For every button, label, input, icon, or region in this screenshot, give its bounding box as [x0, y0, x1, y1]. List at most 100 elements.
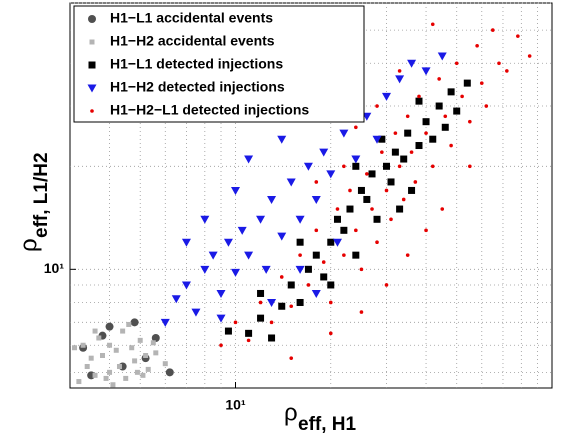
point [351, 155, 361, 164]
point [120, 328, 126, 334]
point [475, 43, 479, 48]
point [88, 355, 94, 361]
point [362, 112, 372, 121]
point [107, 369, 113, 375]
point [311, 289, 321, 298]
point [224, 327, 232, 335]
point [354, 125, 358, 130]
y-label-group: ρ eff, L1/H2 [15, 152, 52, 252]
point [296, 298, 304, 306]
point [421, 67, 431, 76]
point [454, 61, 459, 66]
point [437, 77, 441, 81]
point [304, 265, 312, 273]
point [278, 302, 286, 310]
point [246, 338, 251, 343]
point [208, 251, 218, 260]
point [429, 135, 437, 143]
point [327, 238, 335, 246]
point [269, 320, 274, 325]
point [289, 304, 294, 309]
point [267, 195, 277, 204]
point [181, 281, 191, 290]
x-tick-label: 10¹ [225, 397, 246, 413]
point [191, 308, 201, 317]
point [430, 22, 435, 27]
legend-marker [87, 84, 97, 93]
point [449, 143, 453, 148]
point [150, 340, 156, 346]
point [375, 240, 379, 245]
point [404, 129, 412, 137]
point [143, 352, 149, 358]
legend-label: H1−H2 accidental events [110, 33, 275, 49]
point [137, 337, 143, 343]
point [397, 164, 402, 169]
point [340, 226, 348, 234]
point [335, 207, 340, 211]
point [407, 59, 417, 68]
legend-label: H1−H2 detected injections [110, 79, 285, 95]
point [123, 375, 129, 381]
point [516, 34, 520, 38]
point [237, 226, 247, 235]
legend-marker [88, 61, 96, 69]
point [314, 228, 319, 233]
point [314, 180, 319, 184]
point [110, 382, 116, 388]
point [219, 343, 223, 348]
point [103, 375, 109, 381]
point [415, 97, 423, 105]
point [380, 150, 384, 154]
point [463, 79, 471, 87]
point [435, 102, 443, 110]
x-label-sub: eff, H1 [298, 414, 357, 435]
point [359, 267, 364, 272]
point [408, 186, 416, 194]
point [96, 335, 102, 341]
point [160, 318, 170, 327]
point [84, 364, 90, 370]
point [368, 170, 376, 178]
point [383, 162, 391, 170]
point [306, 283, 311, 287]
point [443, 114, 448, 119]
point [107, 342, 113, 348]
legend-label: H1−L1 detected injections [110, 56, 283, 72]
point [409, 150, 414, 154]
legend-box [73, 5, 365, 123]
point [490, 28, 495, 32]
point [256, 215, 266, 224]
point [460, 94, 464, 99]
point [389, 217, 393, 222]
point [261, 265, 271, 274]
point [395, 75, 405, 84]
point [92, 328, 98, 334]
point [479, 81, 484, 85]
point [277, 232, 287, 241]
point [277, 135, 287, 144]
point [134, 369, 140, 375]
point [200, 215, 210, 224]
point [268, 334, 276, 342]
point [105, 322, 114, 331]
points [72, 22, 532, 388]
point [415, 142, 423, 150]
point [497, 61, 501, 66]
point [375, 104, 379, 108]
point [422, 118, 430, 126]
point [321, 260, 326, 264]
point [257, 314, 265, 322]
point [346, 205, 354, 213]
point [328, 331, 333, 336]
point [140, 372, 146, 378]
point [216, 289, 226, 298]
point [373, 215, 381, 223]
point [258, 300, 263, 305]
point [80, 342, 86, 348]
point [151, 333, 160, 342]
point [397, 69, 402, 73]
point [328, 300, 333, 305]
point [424, 131, 428, 135]
